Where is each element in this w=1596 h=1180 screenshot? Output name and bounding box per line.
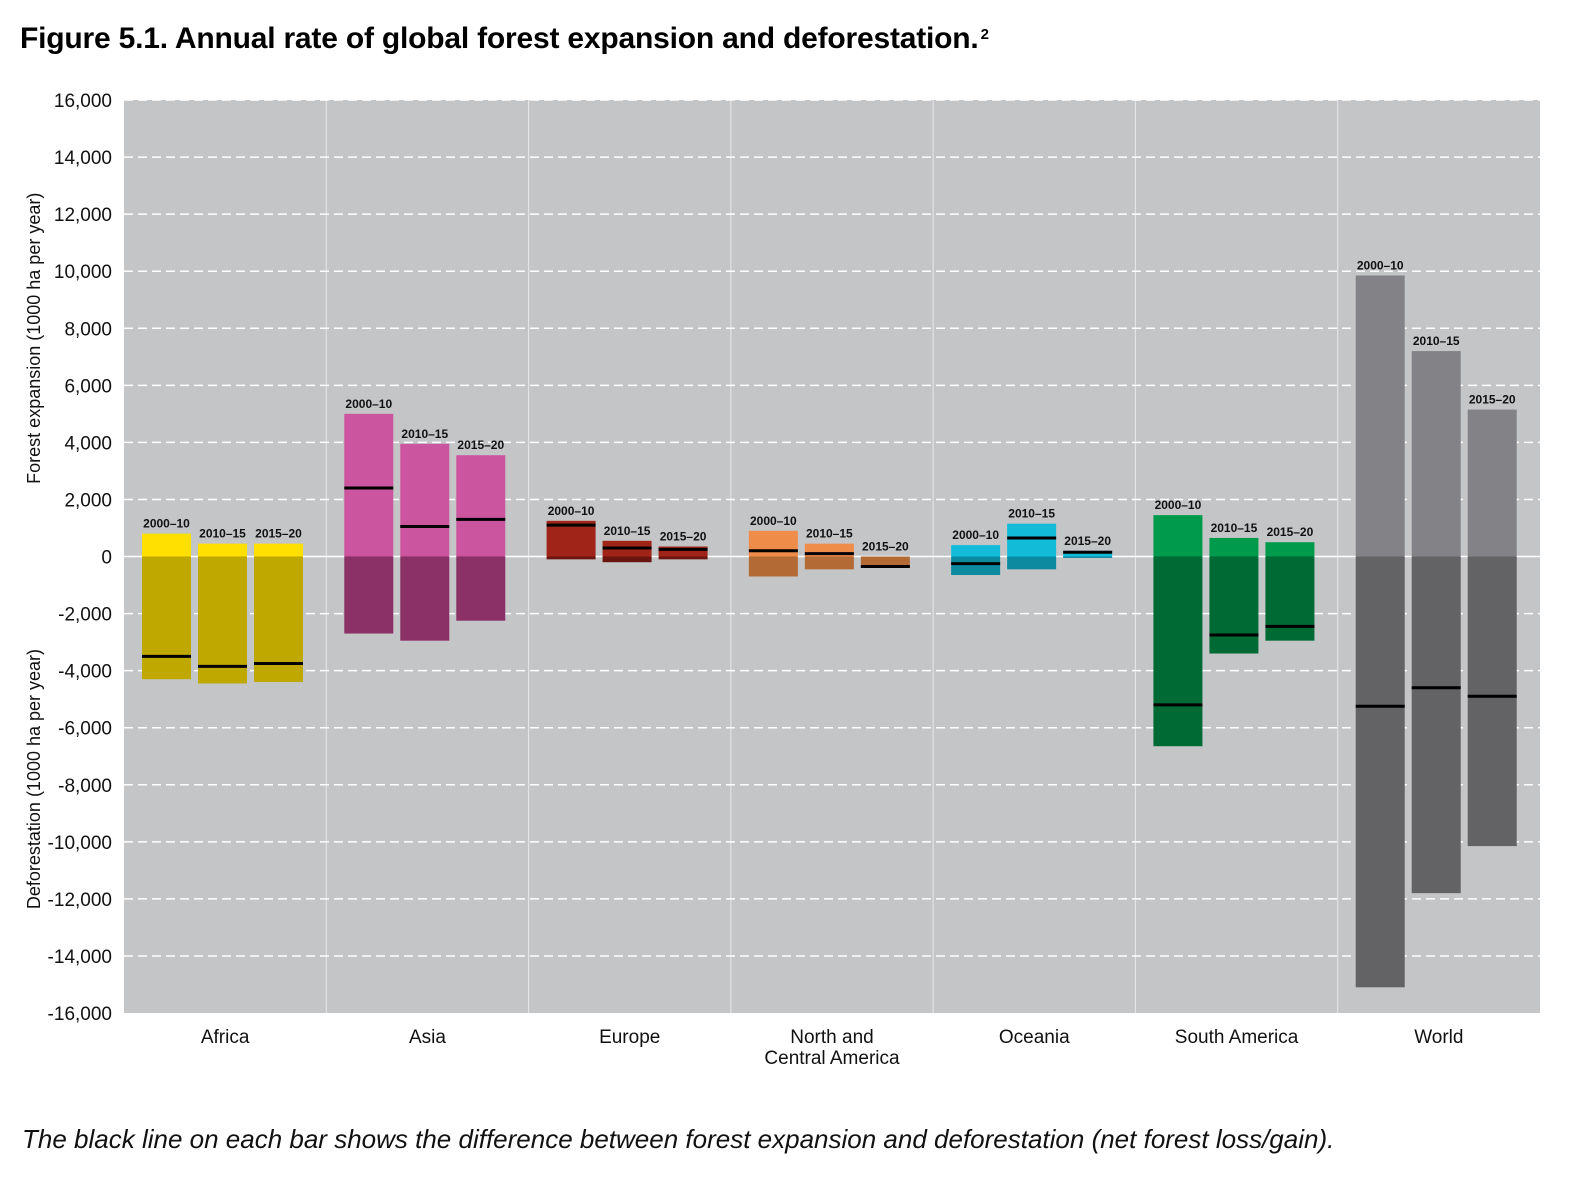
y-tick-label: -10,000 xyxy=(48,833,112,854)
y-tick-label: 2,000 xyxy=(64,490,112,511)
category-label: Africa xyxy=(201,1027,250,1048)
bar-expansion xyxy=(1209,537,1259,557)
category-label: Asia xyxy=(409,1027,446,1048)
bar-expansion xyxy=(344,413,394,557)
y-tick-label: 6,000 xyxy=(64,376,112,397)
bar-expansion xyxy=(658,546,708,557)
y-tick-label: -4,000 xyxy=(58,662,112,683)
bar-deforestation xyxy=(1411,556,1461,894)
bar-expansion xyxy=(1411,351,1461,557)
y-tick-label: 8,000 xyxy=(64,319,112,340)
bar-period-label: 2000–10 xyxy=(1357,258,1404,272)
bar-expansion xyxy=(254,543,303,557)
bar-deforestation xyxy=(1355,556,1405,988)
bar-deforestation xyxy=(142,556,191,680)
bar-period-label: 2010–15 xyxy=(199,527,246,541)
y-axis-label-expansion: Forest expansion (1000 ha per year) xyxy=(24,193,44,484)
bar-expansion xyxy=(1007,523,1057,557)
bar-period-label: 2000–10 xyxy=(750,514,797,528)
bar-expansion xyxy=(142,533,191,557)
bar-expansion xyxy=(546,520,596,557)
bar-expansion xyxy=(400,443,450,557)
y-tick-label: -16,000 xyxy=(48,1004,112,1025)
bar-expansion xyxy=(456,455,506,557)
bar-deforestation xyxy=(198,556,247,684)
category-label: Europe xyxy=(599,1027,660,1048)
bar-deforestation xyxy=(951,556,1001,576)
bar-deforestation xyxy=(344,556,394,634)
bar-period-label: 2000–10 xyxy=(1155,498,1202,512)
bar-deforestation xyxy=(602,556,652,563)
y-tick-label: -14,000 xyxy=(48,947,112,968)
bar-deforestation xyxy=(860,556,910,568)
y-tick-label: 12,000 xyxy=(54,205,112,226)
bar-deforestation xyxy=(400,556,450,641)
bar-deforestation xyxy=(1153,556,1203,747)
bar-expansion xyxy=(1355,275,1405,557)
bar-period-label: 2000–10 xyxy=(345,397,392,411)
bar-period-label: 2010–15 xyxy=(1211,521,1258,535)
bar-expansion xyxy=(1467,409,1517,557)
bar-period-label: 2000–10 xyxy=(548,504,595,518)
y-tick-label: -8,000 xyxy=(58,776,112,797)
bar-deforestation xyxy=(456,556,506,621)
y-tick-label: -2,000 xyxy=(58,605,112,626)
bar-period-label: 2010–15 xyxy=(1413,334,1460,348)
bar-deforestation xyxy=(748,556,798,577)
bar-period-label: 2015–20 xyxy=(255,527,302,541)
bar-deforestation xyxy=(1265,556,1315,641)
bar-period-label: 2010–15 xyxy=(806,527,853,541)
category-label: Oceania xyxy=(999,1027,1070,1048)
y-tick-label: 0 xyxy=(101,548,112,569)
bar-deforestation xyxy=(1063,556,1113,558)
bar-deforestation xyxy=(658,556,708,560)
bar-period-label: 2010–15 xyxy=(401,427,448,441)
chart-title: Figure 5.1. Annual rate of global forest… xyxy=(20,22,989,55)
bar-expansion xyxy=(748,530,798,557)
bar-period-label: 2015–20 xyxy=(457,438,504,452)
figure-caption: The black line on each bar shows the dif… xyxy=(22,1124,1335,1154)
category-label: World xyxy=(1414,1027,1463,1048)
y-tick-label: 4,000 xyxy=(64,433,112,454)
bar-deforestation xyxy=(254,556,303,683)
bar-deforestation xyxy=(804,556,854,570)
bar-expansion xyxy=(951,545,1001,557)
bar-period-label: 2015–20 xyxy=(1267,525,1314,539)
bar-deforestation xyxy=(1467,556,1517,847)
bar-deforestation xyxy=(1209,556,1259,654)
bar-period-label: 2000–10 xyxy=(143,517,190,531)
title-footnote: 2 xyxy=(980,26,989,43)
bar-expansion xyxy=(198,543,247,557)
bar-period-label: 2015–20 xyxy=(862,540,909,554)
y-tick-label: 16,000 xyxy=(54,91,112,112)
bar-deforestation xyxy=(1007,556,1057,570)
y-tick-label: -12,000 xyxy=(48,890,112,911)
bar-period-label: 2010–15 xyxy=(604,524,651,538)
bar-period-label: 2015–20 xyxy=(1064,534,1111,548)
category-label: South America xyxy=(1175,1027,1299,1048)
bar-period-label: 2015–20 xyxy=(660,530,707,544)
bar-period-label: 2010–15 xyxy=(1008,507,1055,521)
y-tick-label: -6,000 xyxy=(58,719,112,740)
bar-expansion xyxy=(1153,515,1203,557)
y-tick-label: 14,000 xyxy=(54,148,112,169)
bar-period-label: 2000–10 xyxy=(952,528,999,542)
category-label: North and xyxy=(790,1027,873,1048)
bar-deforestation xyxy=(546,556,596,560)
bar-expansion xyxy=(1265,542,1315,557)
category-label: Central America xyxy=(764,1048,900,1069)
bar-chart: 16,000 14,000 12,000 10,000 8,000 6,000 4,000 2… xyxy=(24,91,1540,1069)
bar-period-label: 2015–20 xyxy=(1469,393,1516,407)
y-tick-label: 10,000 xyxy=(54,262,112,283)
y-axis-label-deforestation: Deforestation (1000 ha per year) xyxy=(24,649,44,909)
